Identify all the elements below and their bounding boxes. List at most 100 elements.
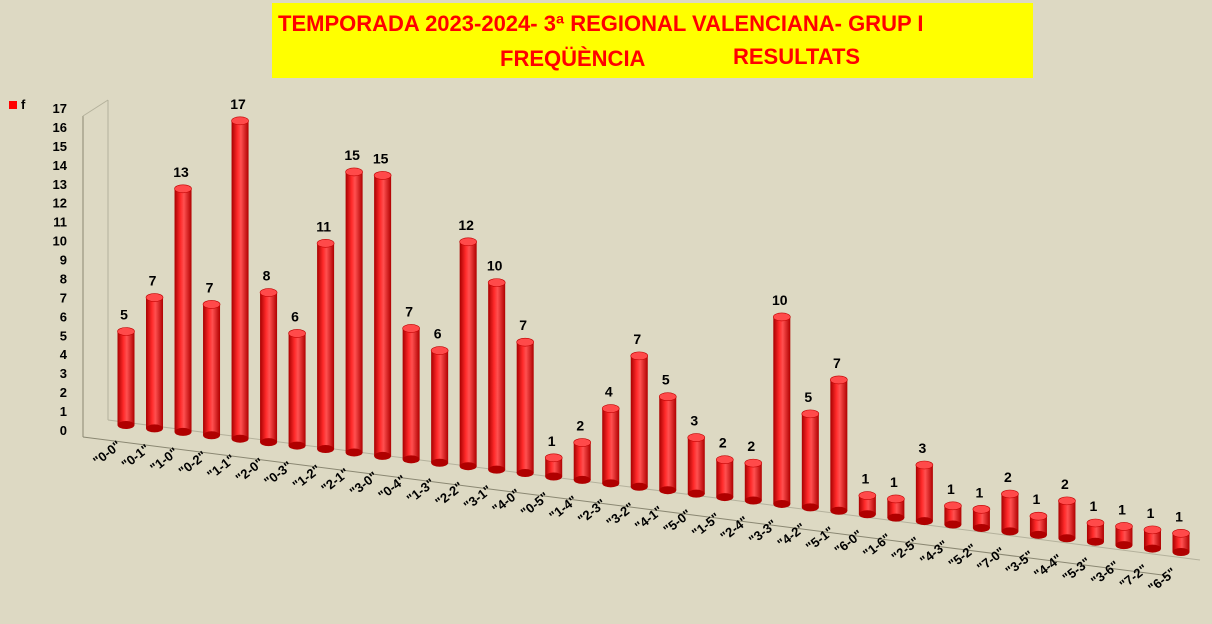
bar-body	[1115, 526, 1133, 546]
bar-body	[944, 505, 962, 525]
y-tick-label: 6	[60, 309, 67, 324]
bar	[202, 300, 221, 440]
x-tick-label: "5-2"	[945, 541, 979, 572]
y-tick-label: 15	[53, 139, 67, 154]
bar-top	[687, 433, 706, 442]
bar	[231, 116, 249, 443]
bar-base	[174, 427, 192, 436]
data-label: 1	[890, 474, 898, 490]
y-tick-label: 17	[53, 101, 67, 116]
bar-top	[117, 327, 135, 336]
bar-base	[659, 486, 677, 495]
bar	[972, 504, 991, 532]
data-label: 1	[1090, 498, 1098, 514]
bar-base	[1058, 534, 1076, 543]
data-label: 5	[662, 372, 670, 388]
bar-top	[801, 409, 820, 419]
data-label: 15	[373, 150, 389, 166]
data-label: 1	[548, 433, 556, 449]
bar-body	[203, 304, 221, 436]
bar	[316, 239, 335, 454]
bar	[715, 455, 734, 502]
bar-top	[231, 116, 249, 126]
bar-top	[174, 184, 192, 194]
data-label: 7	[149, 273, 157, 289]
x-tick-label: "6-5"	[1145, 565, 1179, 596]
bar-base	[260, 438, 278, 447]
bar-body	[687, 437, 705, 494]
bar-top	[715, 455, 734, 464]
chart-title-line-2a: FREQÜÈNCIA	[500, 46, 646, 71]
bar-body	[858, 495, 876, 515]
bar-base	[431, 458, 449, 467]
y-tick-label: 10	[53, 234, 67, 249]
x-tick-label: "1-2"	[290, 462, 324, 493]
y-tick-label: 0	[60, 423, 67, 438]
x-tick-label: "3-3"	[746, 516, 780, 547]
bar	[373, 171, 392, 460]
bar-top	[630, 351, 649, 361]
bar	[459, 237, 477, 471]
legend-swatch	[9, 101, 17, 109]
bar	[858, 491, 877, 519]
bar-base	[716, 493, 734, 502]
x-tick-label: "4-2"	[774, 520, 808, 551]
x-tick-label: "7-0"	[974, 544, 1008, 575]
bar-top	[459, 237, 477, 247]
data-label: 3	[690, 413, 698, 429]
bar-body	[1086, 523, 1104, 542]
y-tick-label: 9	[60, 253, 67, 268]
x-tick-label: "5-1"	[803, 523, 837, 554]
bar-top	[430, 346, 449, 355]
bar	[259, 288, 278, 447]
y-tick-label: 1	[60, 404, 67, 419]
bar	[830, 375, 848, 515]
bar-top	[1143, 525, 1162, 535]
data-label: 2	[1061, 476, 1069, 492]
bar-body	[260, 292, 278, 443]
bar-body	[801, 413, 819, 508]
data-label: 1	[976, 484, 984, 500]
bar-body	[1172, 533, 1190, 552]
x-tick-label: "6-0"	[831, 527, 865, 558]
x-tick-label: "5-0"	[660, 506, 694, 537]
bar-body	[1001, 494, 1019, 532]
bar	[1143, 525, 1162, 553]
bar-top	[373, 171, 392, 180]
bar-top	[1029, 511, 1048, 521]
x-tick-label: "2-5"	[888, 534, 922, 565]
bar-body	[1029, 516, 1047, 535]
bar	[117, 327, 135, 429]
bar-base	[1029, 530, 1047, 539]
bar-body	[744, 463, 762, 501]
data-label: 1	[861, 471, 869, 487]
data-label: 8	[263, 268, 271, 284]
data-label: 13	[173, 164, 189, 180]
bar-base	[801, 503, 819, 512]
bar-base	[1001, 527, 1019, 536]
bar-top	[1058, 496, 1076, 506]
data-label: 11	[316, 218, 331, 234]
x-tick-label: "7-2"	[1117, 561, 1151, 592]
data-label: 5	[120, 307, 128, 323]
bar-body	[545, 457, 563, 477]
bar-base	[972, 523, 990, 532]
bar-top	[972, 504, 991, 514]
y-tick-label: 12	[53, 196, 67, 211]
bar-base	[1172, 548, 1190, 556]
bar	[1172, 528, 1190, 556]
data-label: 7	[206, 279, 214, 295]
data-label: 4	[605, 384, 613, 400]
y-tick-label: 13	[53, 177, 67, 192]
data-label: 12	[458, 217, 474, 233]
bar	[944, 501, 962, 529]
data-label: 7	[633, 331, 641, 347]
bar-body	[915, 465, 933, 522]
bar-base	[887, 513, 905, 522]
bar-top	[316, 239, 335, 248]
bar-body	[1058, 500, 1076, 539]
bar-top	[202, 300, 221, 309]
bar-top	[887, 494, 905, 504]
bar-top	[1172, 528, 1190, 538]
